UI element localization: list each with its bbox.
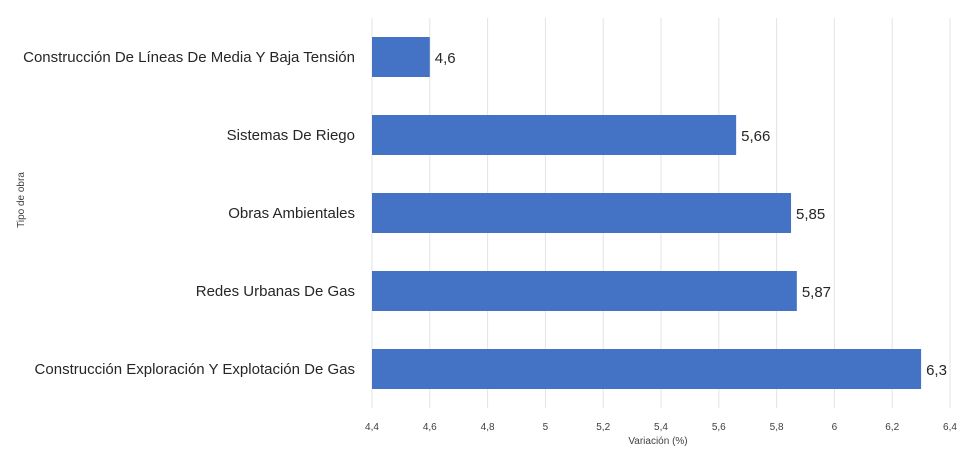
x-tick-label: 4,6 xyxy=(423,422,437,433)
x-tick-label: 6,4 xyxy=(943,422,957,433)
category-label: Construcción Exploración Y Explotación D… xyxy=(35,361,355,378)
data-label: 5,66 xyxy=(741,128,770,145)
x-axis-title: Variación (%) xyxy=(628,436,687,447)
data-label: 5,85 xyxy=(796,206,825,223)
x-tick-label: 5 xyxy=(543,422,549,433)
bar xyxy=(372,193,792,233)
category-labels: Construcción De Líneas De Media Y Baja T… xyxy=(23,49,355,378)
bars xyxy=(372,37,922,389)
bar xyxy=(372,37,430,77)
category-label: Obras Ambientales xyxy=(228,205,355,222)
x-tick-label: 6 xyxy=(832,422,838,433)
data-label: 5,87 xyxy=(802,284,831,301)
category-label: Redes Urbanas De Gas xyxy=(196,283,355,300)
bar xyxy=(372,271,797,311)
x-tick-label: 4,8 xyxy=(481,422,495,433)
data-labels: 4,6 5,66 5,85 5,87 6,3 xyxy=(435,50,947,379)
data-label: 4,6 xyxy=(435,50,456,67)
x-tick-label: 5,8 xyxy=(770,422,784,433)
category-label: Construcción De Líneas De Media Y Baja T… xyxy=(23,49,355,66)
x-tick-label: 5,6 xyxy=(712,422,726,433)
x-tick-label: 5,4 xyxy=(654,422,668,433)
x-tick-label: 5,2 xyxy=(596,422,610,433)
x-tick-label: 4,4 xyxy=(365,422,379,433)
bar xyxy=(372,115,737,155)
data-label: 6,3 xyxy=(926,362,947,379)
x-tick-label: 6,2 xyxy=(885,422,899,433)
x-axis-ticks: 4,4 4,6 4,8 5 5,2 5,4 5,6 5,8 6 6,2 6,4 xyxy=(365,422,957,433)
category-label: Sistemas De Riego xyxy=(227,127,355,144)
y-axis-title: Tipo de obra xyxy=(16,172,27,228)
bar xyxy=(372,349,922,389)
